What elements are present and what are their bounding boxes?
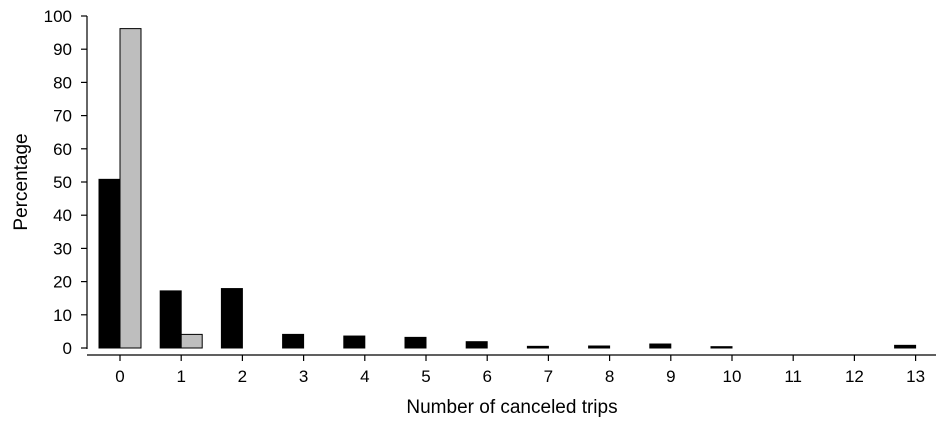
y-tick-label: 60 [53, 140, 72, 159]
x-tick-label: 4 [360, 367, 369, 386]
bar-series-1-8 [588, 345, 611, 349]
x-tick-label: 3 [299, 367, 308, 386]
x-tick-label: 1 [176, 367, 185, 386]
y-tick-label: 30 [53, 239, 72, 258]
y-tick-label: 40 [53, 206, 72, 225]
bar-series-1-0 [98, 178, 121, 349]
y-tick-label: 100 [44, 7, 72, 26]
bar-series-1-5 [404, 336, 427, 349]
y-axis-title: Percentage [11, 133, 32, 230]
bar-series-1-7 [526, 345, 549, 349]
y-tick-label: 10 [53, 306, 72, 325]
bar-series-1-10 [710, 346, 733, 349]
y-tick-label: 50 [53, 173, 72, 192]
x-tick-label: 13 [906, 367, 925, 386]
x-axis-ticks: 0 1 2 3 4 5 6 7 8 9 10 11 12 13 [115, 355, 925, 386]
bar-series-1-6 [465, 341, 488, 349]
x-tick-label: 6 [482, 367, 491, 386]
x-tick-label: 12 [845, 367, 864, 386]
bar-series-2-0 [119, 28, 142, 349]
x-tick-label: 9 [666, 367, 675, 386]
bar-series-2-1 [180, 333, 203, 349]
y-tick-label: 90 [53, 40, 72, 59]
x-tick-label: 5 [421, 367, 430, 386]
bar-series-1-3 [282, 333, 305, 349]
y-axis-ticks: 0 10 20 30 40 50 60 70 80 90 100 [44, 7, 87, 358]
x-axis-title: Number of canceled trips [406, 397, 617, 418]
x-tick-label: 10 [723, 367, 742, 386]
bars [98, 28, 917, 349]
x-tick-label: 2 [238, 367, 247, 386]
bar-series-1-4 [343, 335, 366, 349]
bar-series-1-13 [894, 344, 917, 349]
x-tick-label: 8 [605, 367, 614, 386]
x-tick-label: 7 [544, 367, 553, 386]
bar-series-1-1 [159, 290, 182, 349]
y-tick-label: 20 [53, 273, 72, 292]
x-tick-label: 11 [784, 367, 802, 386]
y-tick-label: 0 [63, 339, 72, 358]
x-tick-label: 0 [115, 367, 124, 386]
y-tick-label: 70 [53, 107, 72, 126]
bar-series-1-2 [220, 288, 243, 349]
bar-series-1-9 [649, 343, 672, 349]
y-tick-label: 80 [53, 73, 72, 92]
